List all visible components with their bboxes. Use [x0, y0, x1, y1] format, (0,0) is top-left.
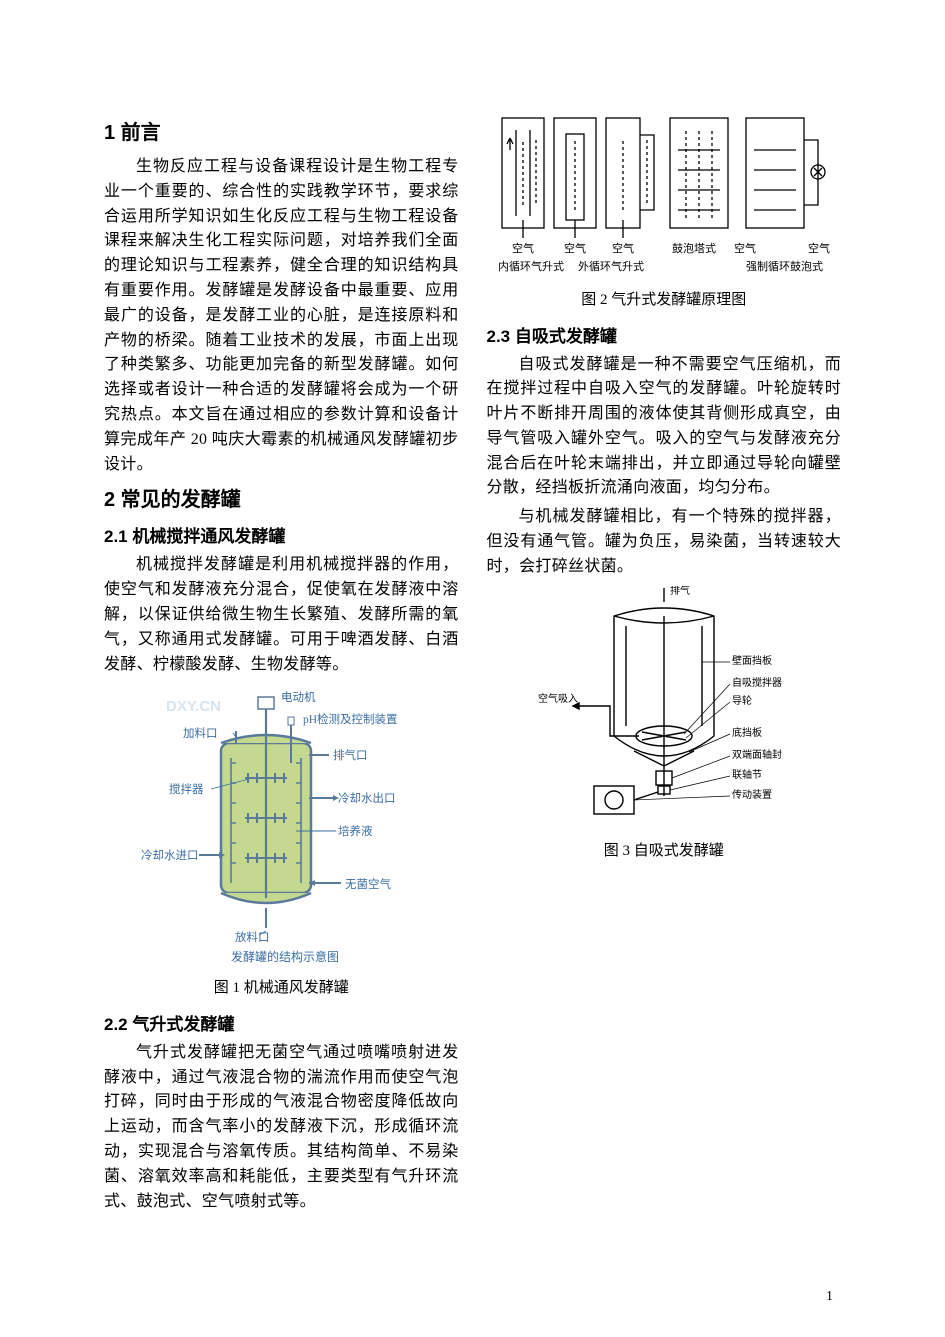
svg-text:空气: 空气 [564, 241, 586, 255]
heading-s23: 2.3 自吸式发酵罐 [487, 322, 842, 347]
svg-text:空气: 空气 [512, 241, 534, 255]
svg-text:自吸搅拌器: 自吸搅拌器 [732, 676, 782, 689]
para-s23-p1: 自吸式发酵罐是一种不需要空气压缩机，而在搅拌过程中自吸入空气的发酵罐。叶轮旋转时… [487, 353, 842, 502]
svg-text:强制循环鼓泡式: 强制循环鼓泡式 [746, 259, 823, 273]
svg-text:传动装置: 传动装置 [732, 788, 772, 801]
para-s22-p1: 气升式发酵罐把无菌空气通过喷嘴喷射进发酵液中，通过气液混合物的湍流作用而使空气泡… [104, 1041, 459, 1215]
svg-text:排气: 排气 [670, 586, 690, 597]
figure-3: 排气 空气吸入 壁面挡板 自吸搅拌器 导轮 底挡板 双端面轴封 联轴节 传动装置… [487, 586, 842, 863]
page-number: 1 [826, 1289, 833, 1305]
svg-text:空气: 空气 [734, 241, 756, 255]
svg-text:空气: 空气 [612, 241, 634, 255]
figure-3-caption: 图 3 自吸式发酵罐 [487, 840, 842, 863]
svg-text:培养液: 培养液 [338, 824, 373, 838]
para-s23-p2: 与机械发酵罐相比，有一个特殊的搅拌器，但没有通气管。罐为负压，易染菌，当转速较大… [487, 505, 842, 579]
para-s1-p1: 生物反应工程与设备课程设计是生物工程专业一个重要的、综合性的实践教学环节，要求综… [104, 155, 459, 477]
figure-2-caption: 图 2 气升式发酵罐原理图 [487, 289, 842, 312]
svg-text:无菌空气: 无菌空气 [345, 877, 391, 891]
figure-1: DXY.CN [104, 683, 459, 1000]
heading-s2: 2 常见的发酵罐 [104, 483, 459, 512]
svg-text:双端面轴封: 双端面轴封 [732, 748, 782, 761]
svg-text:空气: 空气 [808, 241, 830, 255]
svg-text:壁面挡板: 壁面挡板 [732, 654, 772, 667]
svg-text:内循环气升式: 内循环气升式 [498, 259, 564, 273]
heading-s21: 2.1 机械搅拌通风发酵罐 [104, 522, 459, 547]
svg-text:外循环气升式: 外循环气升式 [578, 259, 644, 273]
figure-2-svg: 空气 空气 空气 空气 空气 鼓泡塔式 内循环气升式 外循环气升式 强制循环鼓泡… [494, 110, 834, 285]
svg-text:导轮: 导轮 [732, 694, 752, 707]
svg-text:冷却水进口: 冷却水进口 [141, 849, 199, 862]
heading-s1: 1 前言 [104, 116, 459, 145]
figure-1-svg: DXY.CN [141, 683, 421, 973]
svg-text:排气口: 排气口 [333, 748, 368, 762]
svg-text:发酵罐的结构示意图: 发酵罐的结构示意图 [231, 949, 339, 964]
svg-text:pH检测及控制装置: pH检测及控制装置 [303, 712, 398, 726]
svg-text:搅拌器: 搅拌器 [169, 782, 204, 796]
svg-text:冷却水出口: 冷却水出口 [338, 791, 396, 805]
svg-text:加料口: 加料口 [183, 726, 218, 740]
para-s21-p1: 机械搅拌发酵罐是利用机械搅拌器的作用，使空气和发酵液充分混合，促使氧在发酵液中溶… [104, 553, 459, 677]
svg-text:电动机: 电动机 [281, 690, 316, 704]
figure-2: 空气 空气 空气 空气 空气 鼓泡塔式 内循环气升式 外循环气升式 强制循环鼓泡… [487, 110, 842, 312]
figure-3-svg: 排气 空气吸入 壁面挡板 自吸搅拌器 导轮 底挡板 双端面轴封 联轴节 传动装置 [534, 586, 794, 836]
svg-text:鼓泡塔式: 鼓泡塔式 [672, 241, 716, 255]
heading-s22: 2.2 气升式发酵罐 [104, 1010, 459, 1035]
two-column-content: 1 前言 生物反应工程与设备课程设计是生物工程专业一个重要的、综合性的实践教学环… [104, 110, 841, 1250]
figure-1-caption: 图 1 机械通风发酵罐 [104, 977, 459, 1000]
svg-text:空气吸入: 空气吸入 [538, 692, 578, 705]
svg-text:底挡板: 底挡板 [732, 726, 762, 739]
svg-text:联轴节: 联轴节 [732, 768, 762, 781]
watermark: DXY.CN [166, 698, 221, 715]
